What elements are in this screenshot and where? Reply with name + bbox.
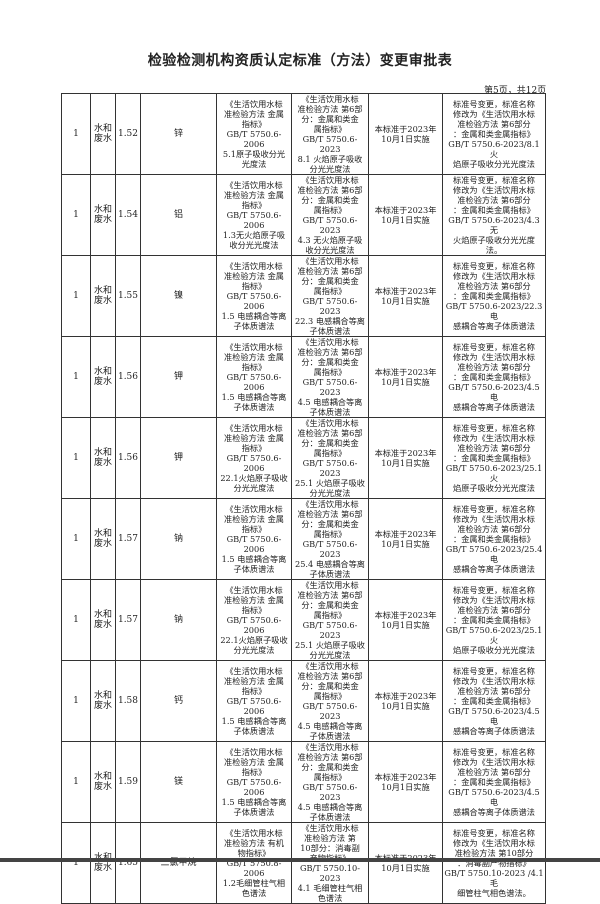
change-note: 标准号变更，标准名称 修改为《生活饮用水标 准检验方法 第6部分 ：金属和类金属… <box>442 579 546 661</box>
item-number: 1.56 <box>115 417 141 499</box>
change-note: 标准号变更，标准名称 修改为《生活饮用水标 准检验方法 第6部分 ：金属和类金属… <box>442 93 546 175</box>
implementation-date: 本标准于2023年 10月1日实施 <box>368 336 443 418</box>
item-number: 1.65 <box>115 822 141 904</box>
change-note: 标准号变更，标准名称 修改为《生活饮用水标 准检验方法 第6部分 ：金属和类金属… <box>442 255 546 337</box>
old-standard: 《生活饮用水标 准检验方法 金属 指标》 GB/T 5750.6-2006 5.… <box>216 93 292 175</box>
row-number: 1 <box>61 660 91 742</box>
table-row: 1 水和 废水 1.55 镍《生活饮用水标 准检验方法 金属 指标》 GB/T 575… <box>61 255 546 337</box>
item-number: 1.52 <box>115 93 141 175</box>
table-row: 1 水和 废水 1.57 钠《生活饮用水标 准检验方法 金属 指标》 GB/T 575… <box>61 579 546 661</box>
category: 水和 废水 <box>90 255 116 337</box>
item-number: 1.59 <box>115 741 141 823</box>
row-number: 1 <box>61 174 91 256</box>
parameter-name: 钠 <box>140 579 217 661</box>
category: 水和 废水 <box>90 660 116 742</box>
item-number: 1.56 <box>115 336 141 418</box>
row-number: 1 <box>61 822 91 904</box>
parameter-name: 锌 <box>140 93 217 175</box>
change-note: 标准号变更，标准名称 修改为《生活饮用水标 准检验方法 第6部分 ：金属和类金属… <box>442 336 546 418</box>
old-standard: 《生活饮用水标 准检验方法 金属 指标》 GB/T 5750.6-2006 1.… <box>216 498 292 580</box>
category: 水和 废水 <box>90 579 116 661</box>
row-number: 1 <box>61 498 91 580</box>
document-title: 检验检测机构资质认定标准（方法）变更审批表 <box>147 53 453 69</box>
implementation-date: 本标准于2023年 10月1日实施 <box>368 93 443 175</box>
item-number: 1.58 <box>115 660 141 742</box>
parameter-name: 镁 <box>140 741 217 823</box>
implementation-date: 本标准于2023年 10月1日实施 <box>368 255 443 337</box>
implementation-date: 本标准于2023年 10月1日实施 <box>368 498 443 580</box>
new-standard: 《生活饮用水标 准检验方法 第6部 分：金属和类金 属指标》 GB/T 5750… <box>291 174 369 256</box>
implementation-date: 本标准于2023年 10月1日实施 <box>368 822 443 904</box>
row-number: 1 <box>61 579 91 661</box>
approval-table: 1 水和 废水 1.52 锌《生活饮用水标 准检验方法 金属 指标》 GB/T 575… <box>61 93 546 904</box>
implementation-date: 本标准于2023年 10月1日实施 <box>368 579 443 661</box>
parameter-name: 镍 <box>140 255 217 337</box>
table-row: 1 水和 废水 1.57 钠《生活饮用水标 准检验方法 金属 指标》 GB/T 575… <box>61 498 546 580</box>
table-row: 1 水和 废水 1.54 铝《生活饮用水标 准检验方法 金属 指标》 GB/T 575… <box>61 174 546 256</box>
old-standard: 《生活饮用水标 准检验方法 金属 指标》 GB/T 5750.6-2006 1.… <box>216 741 292 823</box>
category: 水和 废水 <box>90 174 116 256</box>
implementation-date: 本标准于2023年 10月1日实施 <box>368 741 443 823</box>
category: 水和 废水 <box>90 498 116 580</box>
implementation-date: 本标准于2023年 10月1日实施 <box>368 174 443 256</box>
change-note: 标准号变更，标准名称 修改为《生活饮用水标 准检验方法 第6部分 ：金属和类金属… <box>442 417 546 499</box>
page-info: 第5页，共12页 <box>484 86 547 96</box>
old-standard: 《生活饮用水标 准检验方法 有机 物指标》 GB/T 5750.8-2006 1… <box>216 822 292 904</box>
item-number: 1.55 <box>115 255 141 337</box>
table-row: 1 水和 废水 1.56 钾《生活饮用水标 准检验方法 金属 指标》 GB/T 575… <box>61 417 546 499</box>
parameter-name: 钠 <box>140 498 217 580</box>
new-standard: 《生活饮用水标 准检验方法 第6部 分：金属和类金 属指标》 GB/T 5750… <box>291 579 369 661</box>
item-number: 1.57 <box>115 498 141 580</box>
row-number: 1 <box>61 255 91 337</box>
table-row: 1 水和 废水 1.52 锌《生活饮用水标 准检验方法 金属 指标》 GB/T 575… <box>61 93 546 175</box>
table-row: 1 水和 废水 1.58 钙《生活饮用水标 准检验方法 金属 指标》 GB/T 575… <box>61 660 546 742</box>
item-number: 1.54 <box>115 174 141 256</box>
change-note: 标准号变更，标准名称 修改为《生活饮用水标 准检验方法 第10部分 ：消毒副产物… <box>442 822 546 904</box>
old-standard: 《生活饮用水标 准检验方法 金属 指标》 GB/T 5750.6-2006 22… <box>216 579 292 661</box>
new-standard: 《生活饮用水标 准检验方法 第6部 分：金属和类金 属指标》 GB/T 5750… <box>291 741 369 823</box>
row-number: 1 <box>61 336 91 418</box>
category: 水和 废水 <box>90 822 116 904</box>
row-number: 1 <box>61 417 91 499</box>
new-standard: 《生活饮用水标 准检验方法 第6部 分：金属和类金 属指标》 GB/T 5750… <box>291 93 369 175</box>
new-standard: 《生活饮用水标 准检验方法 第6部 分：金属和类金 属指标》 GB/T 5750… <box>291 660 369 742</box>
new-standard: 《生活饮用水标 准检验方法 第 10部分：消毒副 产物指标》 GB/T 5750… <box>291 822 369 904</box>
new-standard: 《生活饮用水标 准检验方法 第6部 分：金属和类金 属指标》 GB/T 5750… <box>291 498 369 580</box>
old-standard: 《生活饮用水标 准检验方法 金属 指标》 GB/T 5750.6-2006 1.… <box>216 255 292 337</box>
scan-edge <box>0 858 600 862</box>
category: 水和 废水 <box>90 741 116 823</box>
change-note: 标准号变更，标准名称 修改为《生活饮用水标 准检验方法 第6部分 ：金属和类金属… <box>442 741 546 823</box>
category: 水和 废水 <box>90 93 116 175</box>
old-standard: 《生活饮用水标 准检验方法 金属 指标》 GB/T 5750.6-2006 1.… <box>216 174 292 256</box>
parameter-name: 钾 <box>140 417 217 499</box>
old-standard: 《生活饮用水标 准检验方法 金属 指标》 GB/T 5750.6-2006 22… <box>216 417 292 499</box>
implementation-date: 本标准于2023年 10月1日实施 <box>368 417 443 499</box>
implementation-date: 本标准于2023年 10月1日实施 <box>368 660 443 742</box>
category: 水和 废水 <box>90 417 116 499</box>
item-number: 1.57 <box>115 579 141 661</box>
parameter-name: 三氯甲烷 <box>140 822 217 904</box>
old-standard: 《生活饮用水标 准检验方法 金属 指标》 GB/T 5750.6-2006 1.… <box>216 660 292 742</box>
new-standard: 《生活饮用水标 准检验方法 第6部 分：金属和类金 属指标》 GB/T 5750… <box>291 255 369 337</box>
change-note: 标准号变更，标准名称 修改为《生活饮用水标 准检验方法 第6部分 ：金属和类金属… <box>442 174 546 256</box>
parameter-name: 钙 <box>140 660 217 742</box>
table-row: 1 水和 废水 1.59 镁《生活饮用水标 准检验方法 金属 指标》 GB/T 575… <box>61 741 546 823</box>
parameter-name: 铝 <box>140 174 217 256</box>
parameter-name: 钾 <box>140 336 217 418</box>
new-standard: 《生活饮用水标 准检验方法 第6部 分：金属和类金 属指标》 GB/T 5750… <box>291 417 369 499</box>
old-standard: 《生活饮用水标 准检验方法 金属 指标》 GB/T 5750.6-2006 1.… <box>216 336 292 418</box>
new-standard: 《生活饮用水标 准检验方法 第6部 分：金属和类金 属指标》 GB/T 5750… <box>291 336 369 418</box>
row-number: 1 <box>61 741 91 823</box>
table-row: 1 水和 废水 1.56 钾《生活饮用水标 准检验方法 金属 指标》 GB/T 575… <box>61 336 546 418</box>
row-number: 1 <box>61 93 91 175</box>
change-note: 标准号变更，标准名称 修改为《生活饮用水标 准检验方法 第6部分 ：金属和类金属… <box>442 498 546 580</box>
change-note: 标准号变更，标准名称 修改为《生活饮用水标 准检验方法 第6部分 ：金属和类金属… <box>442 660 546 742</box>
category: 水和 废水 <box>90 336 116 418</box>
